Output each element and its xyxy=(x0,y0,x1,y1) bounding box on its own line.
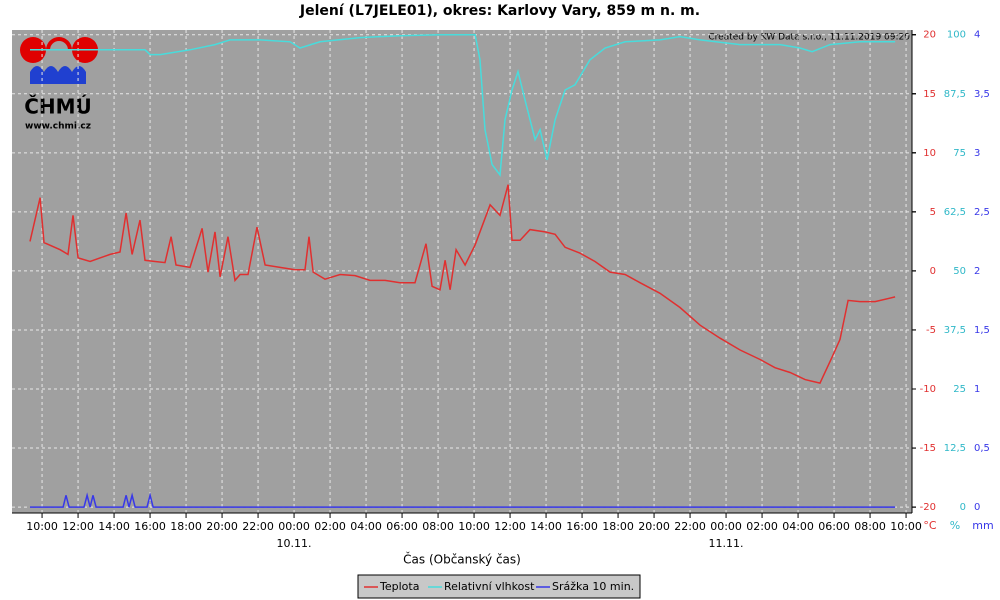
y3-tick-label: 1,5 xyxy=(974,325,990,336)
y3-tick-label: 3,5 xyxy=(974,89,990,100)
y-tick-label: 20 xyxy=(923,30,936,41)
x-axis-title: Čas (Občanský čas) xyxy=(403,552,521,567)
logo-arc xyxy=(46,37,72,50)
y-tick-label: -20 xyxy=(920,502,936,513)
y2-tick-label: 0 xyxy=(960,502,966,513)
legend-label: Relativní vlhkost xyxy=(444,580,535,593)
y-unit: °C xyxy=(923,519,937,532)
y-tick-label: -15 xyxy=(920,443,936,454)
series-line xyxy=(29,184,896,384)
x-tick-label: 06:00 xyxy=(386,520,418,533)
x-tick-label: 16:00 xyxy=(134,520,166,533)
x-tick-label: 00:00 xyxy=(278,520,310,533)
y3-unit: mm xyxy=(972,519,993,532)
x-tick-label: 12:00 xyxy=(62,520,94,533)
y3-tick-label: 2,5 xyxy=(974,207,990,218)
y-tick-label: 5 xyxy=(930,207,936,218)
legend-label: Srážka 10 min. xyxy=(552,580,634,593)
x-tick-label: 08:00 xyxy=(422,520,454,533)
y-tick-label: 15 xyxy=(923,89,936,100)
y2-unit: % xyxy=(950,519,960,532)
x-tick-label: 20:00 xyxy=(206,520,238,533)
x-tick-label: 08:00 xyxy=(854,520,886,533)
y2-tick-label: 12,5 xyxy=(944,443,966,454)
y-tick-label: 0 xyxy=(930,266,936,277)
x-tick-label: 20:00 xyxy=(638,520,670,533)
y2-tick-label: 37,5 xyxy=(944,325,966,336)
series-line xyxy=(30,492,896,508)
logo-url: www.chmi.cz xyxy=(25,122,91,132)
y-tick-label: -5 xyxy=(926,325,936,336)
y3-tick-label: 1 xyxy=(974,384,980,395)
x-tick-label: 10:00 xyxy=(890,520,922,533)
x-tick-label: 22:00 xyxy=(674,520,706,533)
y3-tick-label: 0 xyxy=(974,502,980,513)
y3-tick-label: 3 xyxy=(974,148,980,159)
x-tick-label: 02:00 xyxy=(314,520,346,533)
logo-text: ČHMÚ xyxy=(24,95,92,119)
y2-tick-label: 75 xyxy=(953,148,966,159)
x-tick-label: 04:00 xyxy=(350,520,382,533)
y2-tick-label: 62,5 xyxy=(944,207,966,218)
chart-title: Jelení (L7JELE01), okres: Karlovy Vary, … xyxy=(299,3,700,19)
y3-tick-label: 2 xyxy=(974,266,980,277)
y2-tick-label: 87,5 xyxy=(944,89,966,100)
series-line xyxy=(30,33,896,177)
plot-area xyxy=(12,30,912,513)
x-tick-label: 10:00 xyxy=(458,520,490,533)
x-tick-label: 12:00 xyxy=(494,520,526,533)
x-tick-label: 18:00 xyxy=(602,520,634,533)
y2-tick-label: 50 xyxy=(953,266,966,277)
x-tick-label: 14:00 xyxy=(98,520,130,533)
x-tick-label: 14:00 xyxy=(530,520,562,533)
x-date-label: 11.11. xyxy=(709,537,744,550)
logo-wave xyxy=(30,66,86,84)
x-tick-label: 18:00 xyxy=(170,520,202,533)
x-tick-label: 00:00 xyxy=(710,520,742,533)
x-tick-label: 10:00 xyxy=(26,520,58,533)
x-tick-label: 16:00 xyxy=(566,520,598,533)
y2-tick-label: 100 xyxy=(947,30,966,41)
y-tick-label: 10 xyxy=(923,148,936,159)
credit: Created by KW Data s.r.o., 11.11.2019 09… xyxy=(708,33,910,43)
x-tick-label: 02:00 xyxy=(746,520,778,533)
y2-tick-label: 25 xyxy=(953,384,966,395)
legend xyxy=(357,574,641,599)
y-tick-label: -10 xyxy=(920,384,936,395)
x-tick-label: 04:00 xyxy=(782,520,814,533)
y3-tick-label: 4 xyxy=(974,30,980,41)
x-tick-label: 22:00 xyxy=(242,520,274,533)
legend-label: Teplota xyxy=(379,580,419,593)
x-tick-label: 06:00 xyxy=(818,520,850,533)
x-date-label: 10.11. xyxy=(277,537,312,550)
y3-tick-label: 0,5 xyxy=(974,443,990,454)
